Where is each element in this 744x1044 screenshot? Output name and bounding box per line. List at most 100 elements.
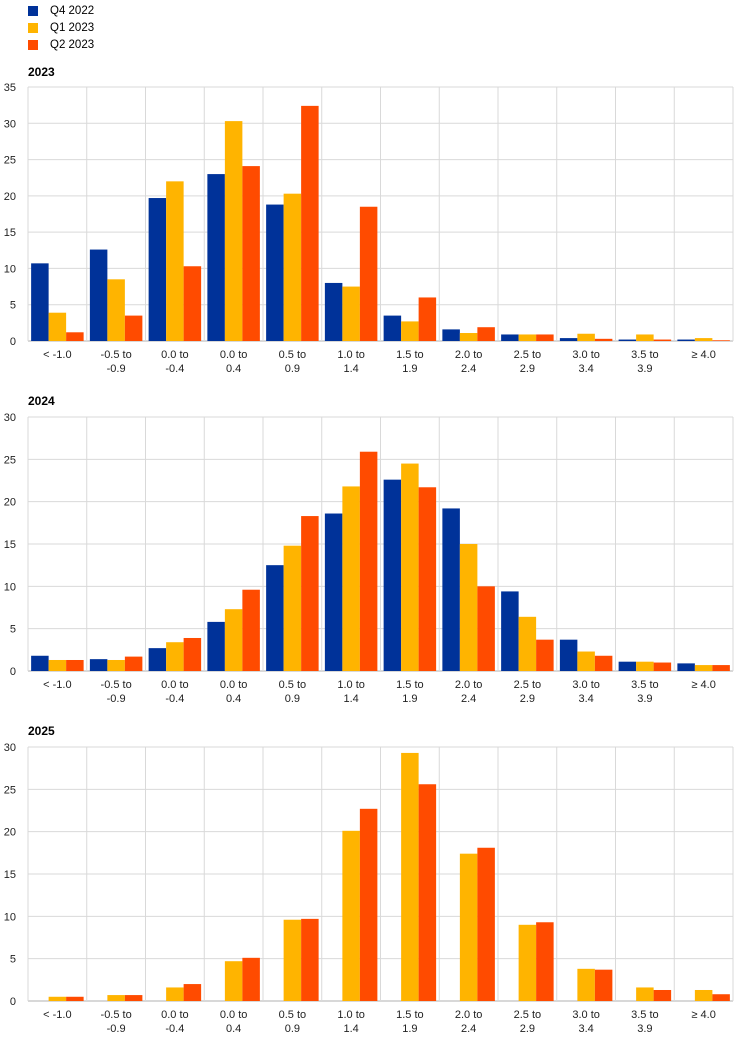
bar-q1-2023 — [459, 544, 478, 671]
bar-q2-2023 — [594, 655, 613, 671]
x-tick-label: 2.0 to — [455, 349, 483, 361]
bar-q1-2023 — [577, 968, 595, 1001]
x-tick-label: -0.9 — [107, 693, 126, 705]
bar-q1-2023 — [283, 545, 302, 671]
x-tick-label: 2.5 to — [514, 1009, 542, 1021]
bar-q2-2023 — [477, 327, 495, 341]
y-tick-label: 25 — [4, 784, 16, 796]
y-tick-label: 0 — [10, 336, 16, 348]
bar-q1-2023 — [694, 989, 713, 1001]
legend-item-q4-2022: Q4 2022 — [28, 2, 94, 19]
y-tick-label: 15 — [4, 227, 16, 239]
bar-q4-2022 — [324, 282, 343, 341]
x-tick-label: 2.9 — [520, 363, 535, 375]
x-tick-label: 2.9 — [520, 693, 535, 705]
y-tick-label: 35 — [4, 82, 16, 94]
bar-q1-2023 — [166, 987, 184, 1001]
bar-q2-2023 — [66, 659, 84, 671]
bar-q1-2023 — [518, 924, 537, 1001]
bar-q4-2022 — [501, 591, 519, 671]
bar-q4-2022 — [442, 508, 460, 671]
legend: Q4 2022 Q1 2023 Q2 2023 — [28, 2, 94, 53]
bar-q1-2023 — [224, 609, 243, 671]
x-tick-label: 3.5 to — [631, 679, 659, 691]
bar-q1-2023 — [694, 338, 713, 341]
y-tick-label: 20 — [4, 191, 16, 203]
x-tick-label: 0.0 to — [220, 349, 248, 361]
legend-label: Q1 2023 — [50, 21, 95, 34]
legend-item-q2-2023: Q2 2023 — [28, 36, 94, 53]
bar-q1-2023 — [518, 334, 537, 341]
bar-q1-2023 — [636, 334, 654, 341]
y-tick-label: 10 — [4, 263, 16, 275]
y-tick-label: 25 — [4, 155, 16, 167]
bar-q1-2023 — [224, 121, 243, 341]
bar-q1-2023 — [48, 996, 67, 1001]
y-tick-label: 5 — [10, 954, 16, 966]
x-tick-label: 0.5 to — [279, 1009, 307, 1021]
chart-panel-2023: 2023 0 5 10 15 20 25 30 35 < -1.0 -0.5 to -0.9 0.0 t… — [4, 65, 734, 375]
bar-q4-2022 — [677, 663, 695, 671]
bar-q2-2023 — [301, 105, 319, 342]
y-tick-label: 5 — [10, 624, 16, 636]
x-tick-label: 1.5 to — [396, 1009, 424, 1021]
legend-item-q1-2023: Q1 2023 — [28, 19, 94, 36]
bar-q4-2022 — [618, 339, 637, 341]
x-tick-label: 0.5 to — [279, 679, 307, 691]
bar-q2-2023 — [359, 808, 378, 1001]
legend-swatch — [28, 39, 38, 50]
x-tick-label: 1.9 — [402, 693, 417, 705]
legend-swatch — [28, 22, 38, 33]
bar-q2-2023 — [66, 996, 84, 1001]
x-tick-label: 0.0 to — [161, 349, 189, 361]
x-tick-label: 2.5 to — [514, 349, 542, 361]
bar-q2-2023 — [66, 332, 84, 341]
x-tick-label: 3.9 — [637, 693, 652, 705]
bar-q1-2023 — [107, 279, 125, 341]
x-tick-label: -0.4 — [165, 693, 184, 705]
bar-q1-2023 — [166, 181, 184, 341]
bar-q2-2023 — [124, 995, 143, 1001]
x-tick-label: -0.4 — [165, 363, 184, 375]
legend-label: Q2 2023 — [50, 38, 95, 51]
bar-q1-2023 — [459, 333, 478, 341]
bar-q4-2022 — [89, 249, 108, 341]
bar-q4-2022 — [677, 339, 695, 341]
x-tick-label: -0.5 to — [101, 1009, 132, 1021]
y-tick-label: 30 — [4, 412, 16, 424]
bar-q1-2023 — [401, 321, 419, 341]
bar-q1-2023 — [636, 987, 654, 1001]
x-tick-label: 3.9 — [637, 363, 652, 375]
bar-q2-2023 — [418, 297, 437, 341]
bar-q2-2023 — [536, 639, 554, 671]
bar-q2-2023 — [653, 339, 672, 341]
x-tick-label: -0.4 — [165, 1023, 184, 1035]
y-tick-label: 0 — [10, 666, 16, 678]
x-tick-label: 1.4 — [343, 1023, 358, 1035]
x-tick-label: 1.4 — [343, 363, 358, 375]
bar-q2-2023 — [712, 340, 730, 341]
bar-q4-2022 — [89, 659, 108, 671]
x-tick-label: 1.4 — [343, 693, 358, 705]
y-tick-label: 25 — [4, 454, 16, 466]
x-tick-label: 0.0 to — [220, 1009, 248, 1021]
bar-q2-2023 — [359, 451, 378, 671]
bar-q2-2023 — [477, 847, 495, 1001]
y-tick-label: 15 — [4, 539, 16, 551]
bar-q1-2023 — [48, 659, 67, 671]
bar-q4-2022 — [559, 639, 578, 671]
x-tick-label: 2.0 to — [455, 1009, 483, 1021]
bar-q1-2023 — [107, 995, 125, 1001]
bar-q1-2023 — [577, 651, 595, 671]
bar-q4-2022 — [207, 174, 225, 341]
x-tick-label: 2.4 — [461, 1023, 476, 1035]
bar-q4-2022 — [442, 329, 460, 341]
x-tick-label: 1.0 to — [337, 1009, 365, 1021]
x-tick-label: 1.9 — [402, 1023, 417, 1035]
x-tick-label: 3.5 to — [631, 1009, 659, 1021]
bar-q1-2023 — [166, 642, 184, 671]
bar-q2-2023 — [536, 334, 554, 341]
x-tick-label: 2.0 to — [455, 679, 483, 691]
x-tick-label: 1.9 — [402, 363, 417, 375]
